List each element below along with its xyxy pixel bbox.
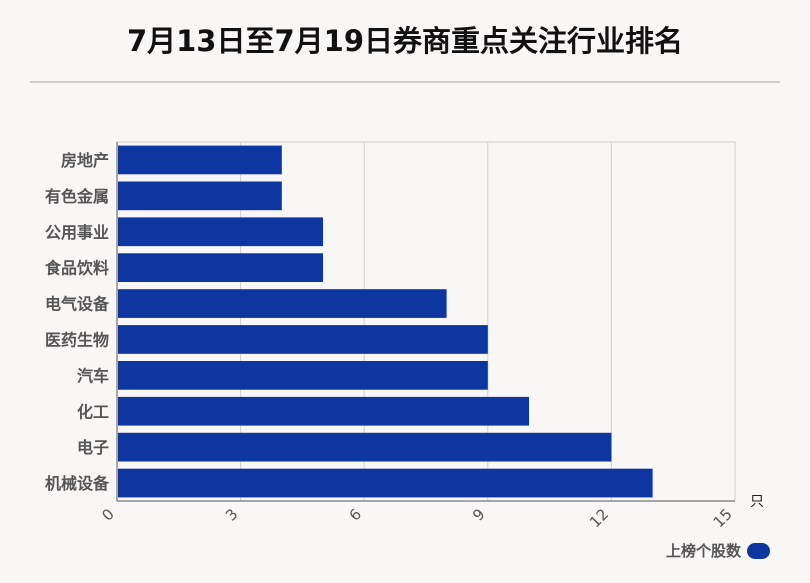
category-label: 房地产 bbox=[61, 151, 109, 170]
category-label: 医药生物 bbox=[45, 330, 109, 349]
chart-title: 7月13日至7月19日券商重点关注行业排名 bbox=[126, 24, 684, 58]
x-unit-label: 只 bbox=[750, 494, 764, 510]
x-tick-label: 9 bbox=[469, 505, 488, 524]
x-tick-label: 12 bbox=[586, 505, 612, 531]
x-tick-label: 15 bbox=[710, 505, 736, 531]
legend-label: 上榜个股数 bbox=[665, 542, 741, 560]
category-label: 化工 bbox=[77, 402, 109, 421]
legend-swatch bbox=[747, 542, 770, 559]
bar bbox=[118, 253, 323, 283]
bar bbox=[118, 325, 488, 354]
bar bbox=[118, 396, 529, 426]
legend: 上榜个股数 bbox=[666, 540, 770, 561]
category-label: 食品饮料 bbox=[44, 259, 109, 278]
category-label: 电气设备 bbox=[45, 295, 110, 314]
category-label: 公用事业 bbox=[45, 223, 109, 242]
category-label: 有色金属 bbox=[45, 187, 109, 206]
bar bbox=[118, 289, 447, 318]
bar bbox=[118, 360, 488, 390]
x-tick-label: 0 bbox=[98, 505, 117, 524]
bar bbox=[118, 145, 282, 175]
bar bbox=[118, 468, 653, 498]
category-label: 汽车 bbox=[77, 366, 109, 385]
x-tick-label: 3 bbox=[222, 505, 241, 524]
bar bbox=[118, 181, 282, 211]
category-label: 机械设备 bbox=[45, 474, 110, 493]
bar bbox=[118, 432, 612, 462]
title-divider bbox=[30, 81, 780, 83]
bar bbox=[118, 217, 323, 247]
x-tick-label: 6 bbox=[346, 505, 365, 524]
category-label: 电子 bbox=[77, 438, 109, 457]
